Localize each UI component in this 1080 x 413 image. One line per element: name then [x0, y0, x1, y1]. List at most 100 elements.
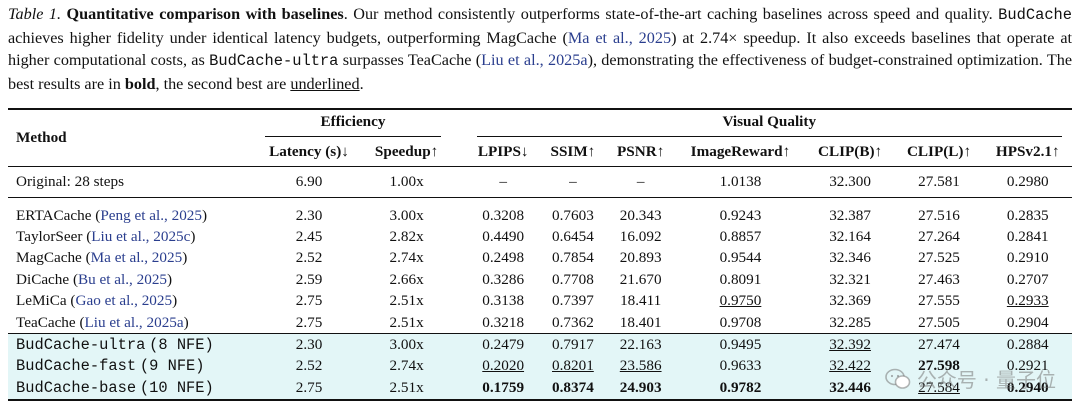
caption-code: BudCache: [998, 6, 1073, 24]
table-row: LeMiCa (Gao et al., 2025) 2.75 2.51x 0.3138…: [8, 291, 1072, 312]
value-cell: 0.3208: [482, 206, 525, 224]
method-name: BudCache-fast: [16, 357, 137, 376]
value-cell: 0.7854: [552, 249, 594, 267]
value-cell: 0.9750: [719, 292, 762, 310]
value-cell: 27.555: [918, 292, 960, 310]
column-header: Speedup↑: [374, 143, 439, 160]
value-cell: 0.9495: [675, 333, 806, 356]
citation-link[interactable]: Gao et al., 2025: [75, 292, 173, 310]
value-cell: 24.903: [606, 377, 676, 400]
value-cell: 32.346: [829, 249, 871, 267]
value-cell: 0.9243: [719, 206, 762, 224]
method-name: LeMiCa: [16, 292, 67, 310]
value-cell: 0.2980: [1006, 173, 1049, 190]
value-cell: –: [499, 173, 507, 190]
caption-text: , the second best are: [155, 74, 291, 93]
value-cell: 0.3218: [482, 313, 525, 331]
caption-text: . Our method consistently outperforms st…: [343, 5, 999, 23]
nfe-label: (10 NFE): [139, 378, 214, 397]
method-name: MagCache: [16, 249, 82, 267]
value-cell: 27.584: [894, 377, 984, 400]
watermark-text: 公众号 · 量子位: [916, 368, 1056, 392]
method-cell: MagCache (Ma et al., 2025): [16, 249, 188, 267]
value-cell: 27.505: [918, 313, 960, 331]
value-cell: 16.092: [619, 228, 662, 246]
value-cell: –: [569, 173, 577, 190]
value-cell: 20.343: [619, 206, 662, 224]
citation-link[interactable]: Ma et al., 2025: [90, 249, 183, 267]
method-cell: Original: 28 steps: [16, 173, 124, 190]
method-cell: BudCache-fast (9 NFE): [8, 355, 256, 378]
table-label: Table 1.: [8, 5, 62, 23]
table-row-budcache: BudCache-fast (9 NFE) 2.52 2.74x 0.2020 0.82…: [8, 355, 1072, 378]
value-cell: 0.2841: [1006, 228, 1049, 246]
value-cell: 32.164: [829, 228, 871, 246]
value-cell: 0.2835: [1006, 206, 1049, 224]
citation-link[interactable]: Bu et al., 2025: [78, 270, 168, 288]
value-cell: 20.893: [619, 249, 662, 267]
value-cell: 1.00x: [389, 173, 424, 190]
value-cell: 32.321: [829, 270, 871, 288]
value-cell: 27.516: [918, 206, 960, 224]
method-name: TaylorSeer: [16, 228, 83, 246]
citation-link[interactable]: Liu et al., 2025a: [84, 313, 184, 331]
citation-link[interactable]: Liu et al., 2025c: [91, 228, 191, 246]
caption-text: achieves higher fidelity under identical…: [8, 28, 568, 47]
value-cell: 0.9708: [719, 313, 762, 331]
citation-link[interactable]: Peng et al., 2025: [100, 206, 202, 224]
value-cell: 0.9633: [675, 355, 806, 378]
table-row-original: Original: 28 steps 6.90 1.00x – – – 1.01…: [8, 166, 1072, 198]
baseline-rows: ERTACache (Peng et al., 2025) 2.30 3.00x 0.…: [8, 197, 1072, 334]
citation-link[interactable]: Liu et al., 2025a: [481, 51, 588, 70]
value-cell: 32.422: [805, 355, 895, 378]
column-header: Latency (s)↓: [269, 143, 349, 160]
value-cell: 0.2940: [983, 377, 1072, 400]
value-cell: –: [636, 173, 645, 190]
value-cell: 32.392: [805, 333, 895, 356]
value-cell: 3.00x: [389, 206, 424, 224]
value-cell: 32.446: [805, 377, 895, 400]
method-cell: BudCache-ultra (8 NFE): [8, 333, 256, 356]
value-cell: 2.74x: [389, 249, 424, 267]
value-cell: 32.300: [829, 173, 871, 190]
value-cell: 0.2020: [466, 355, 540, 378]
value-cell: 0.3286: [482, 270, 525, 288]
table-row-budcache: BudCache-base (10 NFE) 2.75 2.51x 0.1759 0.8…: [8, 377, 1072, 400]
value-cell: 2.59: [295, 270, 323, 288]
value-cell: 27.581: [918, 173, 960, 190]
column-header: SSIM↑: [550, 143, 596, 160]
wechat-icon: [885, 368, 911, 389]
value-cell: 27.598: [894, 355, 984, 378]
value-cell: 2.74x: [362, 355, 451, 378]
value-cell: 32.387: [829, 206, 871, 224]
table-caption: Table 1. Quantitative comparison with ba…: [8, 3, 1072, 95]
value-cell: 0.8374: [539, 377, 607, 400]
value-cell: 21.670: [619, 270, 662, 288]
value-cell: 32.369: [829, 292, 871, 310]
citation-link[interactable]: Ma et al., 2025: [567, 28, 672, 47]
value-cell: 6.90: [295, 173, 323, 190]
column-header: CLIP(L)↑: [906, 143, 972, 160]
value-cell: 3.00x: [362, 333, 451, 356]
value-cell: 0.9544: [719, 249, 762, 267]
method-cell: TeaCache (Liu et al., 2025a): [16, 313, 189, 331]
value-cell: 0.2884: [983, 333, 1072, 356]
caption-text: ) at 2.74× speedup. It also exceeds base…: [8, 28, 1073, 70]
value-cell: 2.30: [295, 206, 323, 224]
value-cell: 0.3138: [482, 292, 525, 310]
column-header: HPSv2.1↑: [995, 143, 1060, 160]
value-cell: 2.75: [255, 377, 363, 400]
caption-bold-word: bold: [124, 74, 156, 93]
value-cell: 2.51x: [389, 292, 424, 310]
caption-code: BudCache-ultra: [209, 52, 339, 71]
value-cell: 2.75: [295, 313, 323, 331]
table-title: Quantitative comparison with baselines: [66, 5, 344, 23]
method-name: ERTACache: [16, 206, 92, 224]
method-cell: BudCache-base (10 NFE): [8, 377, 256, 400]
value-cell: 0.1759: [466, 377, 540, 400]
value-cell: 2.82x: [389, 228, 424, 246]
caption-text: surpasses TeaCache (: [338, 51, 482, 70]
table-row: ERTACache (Peng et al., 2025) 2.30 3.00x 0.…: [8, 197, 1072, 227]
caption-text: .: [359, 74, 364, 93]
column-header: CLIP(B)↑: [818, 143, 883, 160]
